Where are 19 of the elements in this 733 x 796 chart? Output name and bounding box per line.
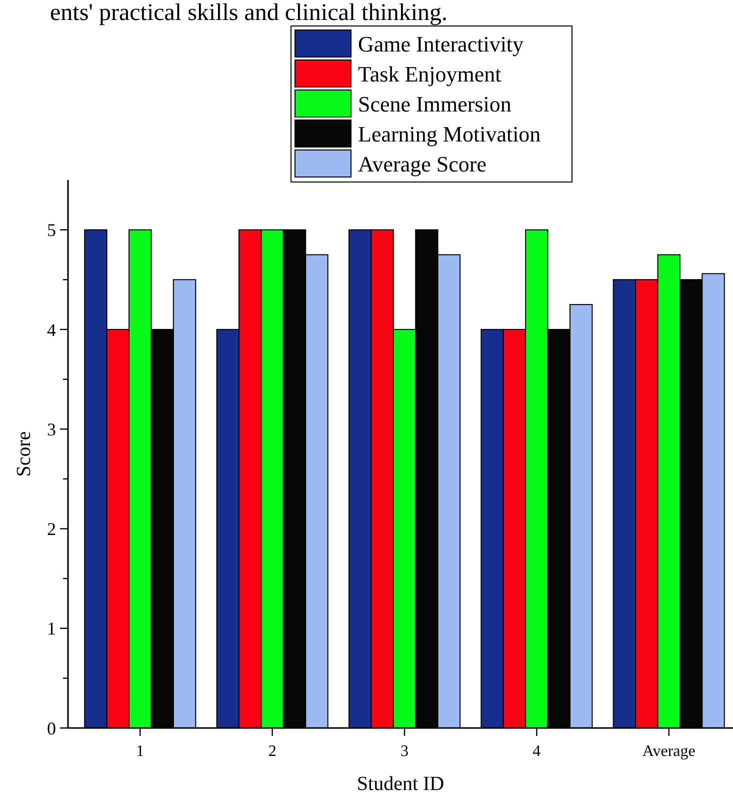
x-axis-title: Student ID <box>356 773 444 795</box>
x-tick-label: 1 <box>136 743 144 760</box>
legend-label: Learning Motivation <box>358 122 541 147</box>
y-tick-label: 3 <box>47 419 56 440</box>
y-tick-label: 4 <box>47 320 56 340</box>
legend-label: Game Interactivity <box>358 32 524 57</box>
y-tick-label: 1 <box>47 618 56 639</box>
text: ents' practical skills and clinical thinking. <box>50 0 448 26</box>
y-tick-label: 5 <box>47 220 56 240</box>
legend-label: Average Score <box>358 152 486 177</box>
y-tick-label: 2 <box>47 519 56 540</box>
x-tick-label: Average <box>642 743 696 760</box>
legend-label: Scene Immersion <box>358 92 512 117</box>
y-axis-title: Score <box>13 431 35 477</box>
x-tick-label: 2 <box>268 743 276 760</box>
x-tick-label: 4 <box>532 743 541 760</box>
x-tick-label: 3 <box>400 743 408 760</box>
legend-label: Task Enjoyment <box>358 62 502 87</box>
y-tick-label: 0 <box>47 718 56 738</box>
